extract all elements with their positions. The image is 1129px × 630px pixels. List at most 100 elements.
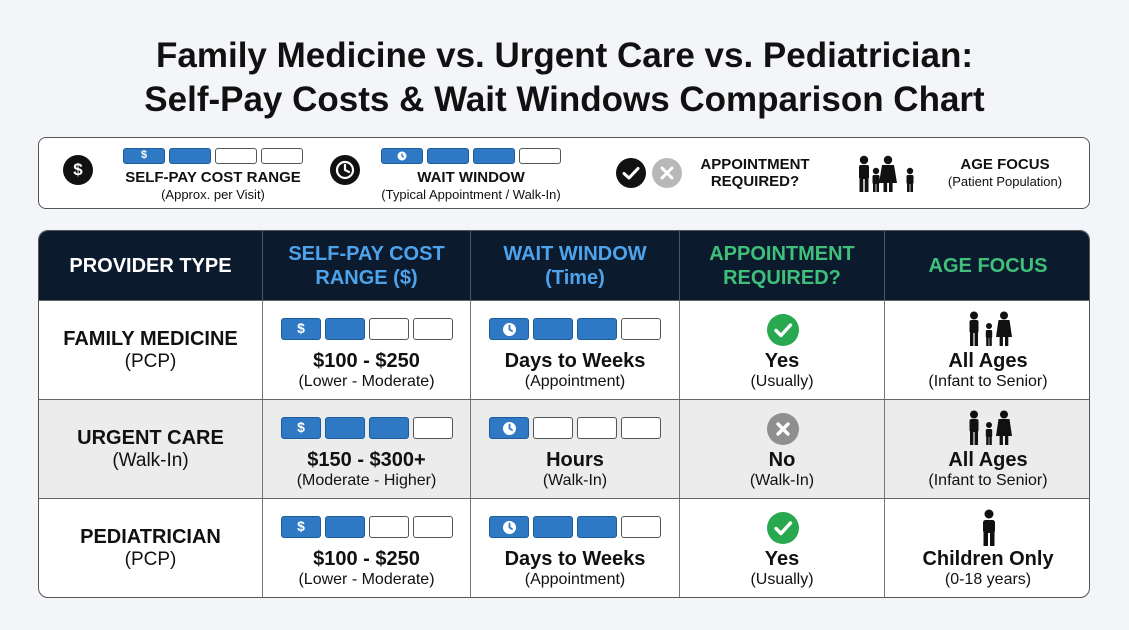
legend: $ $ SELF-PAY COST RANGE (Approx. per Vis… [38, 137, 1090, 209]
bar-segment [215, 148, 257, 164]
appointment-sub: (Walk-In) [749, 472, 815, 489]
column-header-cost-line-2: RANGE ($) [315, 266, 418, 289]
table-header: PROVIDER TYPE SELF-PAY COST RANGE ($) WAI… [39, 231, 1089, 300]
wait-level-bar [489, 417, 661, 439]
age-cell: All Ages (Infant to Senior) [884, 301, 1089, 399]
appointment-value: Yes [764, 548, 800, 570]
wait-cell: Days to Weeks (Appointment) [470, 499, 679, 597]
legend-age-sub: (Patient Population) [947, 174, 1063, 189]
child-icon [983, 509, 995, 546]
cost-level-bar: $ [281, 516, 453, 538]
provider-cell: URGENT CARE (Walk-In) [39, 400, 262, 498]
family-icon [859, 155, 914, 192]
appointment-cell: Yes (Usually) [679, 301, 884, 399]
legend-wait-sub: (Typical Appointment / Walk-In) [381, 187, 561, 202]
x-icon [652, 158, 682, 188]
column-header-age: AGE FOCUS [884, 231, 1089, 300]
legend-cost-sub: (Approx. per Visit) [161, 187, 265, 202]
wait-sub: (Appointment) [524, 571, 626, 588]
bar-segment [325, 417, 365, 439]
wait-sub: (Appointment) [524, 373, 626, 390]
family-icon [969, 410, 1012, 445]
column-header-wait-line-2: (Time) [545, 266, 605, 289]
cost-sub: (Moderate - Higher) [296, 472, 437, 489]
check-icon [767, 314, 799, 346]
bar-segment [413, 318, 453, 340]
column-header-cost: SELF-PAY COST RANGE ($) [262, 231, 470, 300]
age-value: All Ages [948, 449, 1028, 471]
provider-name: URGENT CARE [77, 427, 224, 449]
bar-segment: $ [281, 417, 321, 439]
cost-cell: $ $100 - $250 (Lower - Moderate) [262, 301, 470, 399]
wait-cell: Hours (Walk-In) [470, 400, 679, 498]
bar-segment [369, 417, 409, 439]
appointment-value: No [768, 449, 796, 471]
column-header-cost-line-1: SELF-PAY COST [288, 242, 445, 265]
wait-level-bar [489, 516, 661, 538]
provider-cell: FAMILY MEDICINE (PCP) [39, 301, 262, 399]
provider-name: FAMILY MEDICINE [63, 328, 238, 350]
column-header-wait: WAIT WINDOW (Time) [470, 231, 679, 300]
appointment-cell: Yes (Usually) [679, 499, 884, 597]
wait-value: Hours [546, 449, 604, 471]
bar-segment [489, 318, 529, 340]
cost-cell: $ $150 - $300+ (Moderate - Higher) [262, 400, 470, 498]
bar-segment [413, 516, 453, 538]
bar-segment [533, 516, 573, 538]
bar-segment [369, 318, 409, 340]
column-header-wait-line-1: WAIT WINDOW [503, 242, 647, 265]
bar-segment [621, 516, 661, 538]
provider-sub: (Walk-In) [112, 450, 189, 471]
wait-sub: (Walk-In) [542, 472, 608, 489]
bar-segment [261, 148, 303, 164]
check-icon [767, 512, 799, 544]
wait-cell: Days to Weeks (Appointment) [470, 301, 679, 399]
provider-sub: (PCP) [124, 549, 177, 570]
legend-appointment-label-2: REQUIRED? [710, 173, 800, 190]
title-line-1: Family Medicine vs. Urgent Care vs. Pedi… [156, 36, 973, 75]
wait-level-bar [489, 318, 661, 340]
appointment-cell: No (Walk-In) [679, 400, 884, 498]
comparison-table: PROVIDER TYPE SELF-PAY COST RANGE ($) WAI… [38, 230, 1090, 598]
age-sub: (Infant to Senior) [928, 373, 1048, 390]
bar-segment [369, 516, 409, 538]
appointment-value: Yes [764, 350, 800, 372]
column-header-age-text: AGE FOCUS [928, 254, 1048, 277]
bar-segment [413, 417, 453, 439]
column-header-provider: PROVIDER TYPE [39, 231, 262, 300]
bar-segment [489, 417, 529, 439]
legend-age-label: AGE FOCUS [960, 156, 1050, 173]
legend-age: AGE FOCUS (Patient Population) [854, 138, 1089, 210]
bar-segment [427, 148, 469, 164]
provider-sub: (PCP) [124, 351, 177, 372]
legend-wait-bar [381, 148, 561, 164]
bar-segment: $ [281, 516, 321, 538]
cost-value: $100 - $250 [313, 548, 420, 570]
check-icon [616, 158, 646, 188]
bar-segment: $ [123, 148, 165, 164]
legend-appointment-label-1: APPOINTMENT [700, 156, 810, 173]
age-cell: Children Only (0-18 years) [884, 499, 1089, 597]
page-title: Family Medicine vs. Urgent Care vs. Pedi… [0, 34, 1129, 122]
cost-value: $100 - $250 [313, 350, 420, 372]
title-line-2: Self-Pay Costs & Wait Windows Comparison… [144, 80, 985, 119]
wait-value: Days to Weeks [504, 548, 646, 570]
bar-segment [325, 318, 365, 340]
bar-segment [325, 516, 365, 538]
bar-segment [169, 148, 211, 164]
appointment-sub: (Usually) [750, 373, 814, 390]
bar-segment [473, 148, 515, 164]
provider-cell: PEDIATRICIAN (PCP) [39, 499, 262, 597]
bar-segment [577, 318, 617, 340]
column-header-appointment-line-2: REQUIRED? [723, 266, 841, 289]
age-sub: (0-18 years) [944, 571, 1032, 588]
age-value: All Ages [948, 350, 1028, 372]
age-cell: All Ages (Infant to Senior) [884, 400, 1089, 498]
bar-segment [533, 417, 573, 439]
bar-segment [489, 516, 529, 538]
cost-value: $150 - $300+ [307, 449, 426, 471]
column-header-appointment: APPOINTMENT REQUIRED? [679, 231, 884, 300]
legend-wait-label: WAIT WINDOW [417, 169, 525, 186]
legend-appointment: APPOINTMENT REQUIRED? [614, 138, 844, 210]
age-sub: (Infant to Senior) [928, 472, 1048, 489]
